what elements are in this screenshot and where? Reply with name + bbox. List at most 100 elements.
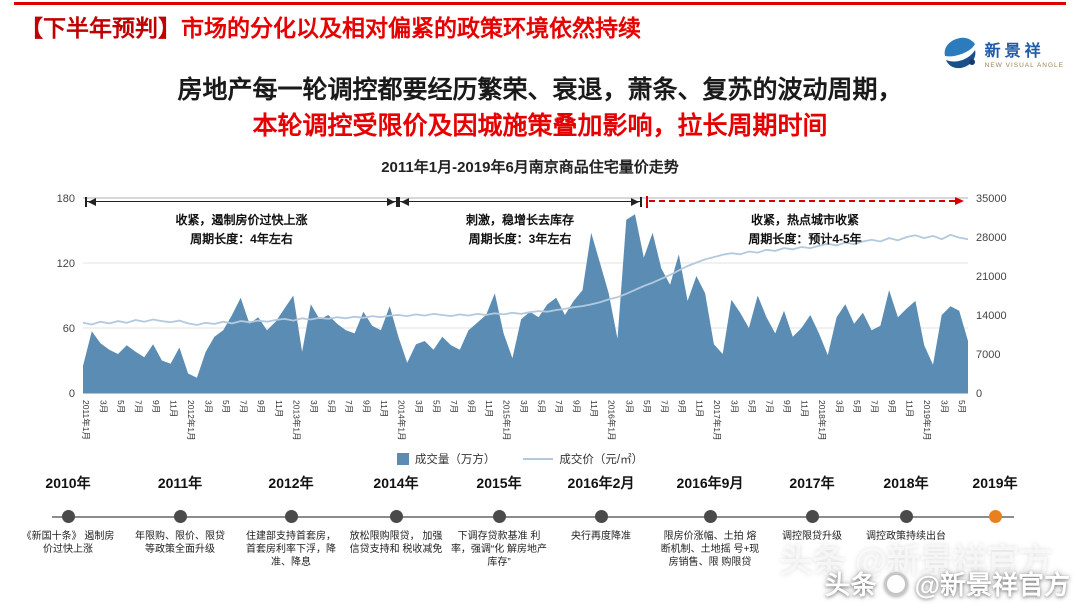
timeline-axis <box>52 516 1014 518</box>
svg-text:5月: 5月 <box>957 400 967 413</box>
svg-text:5月: 5月 <box>747 400 757 413</box>
svg-text:11月: 11月 <box>484 400 494 417</box>
svg-text:7月: 7月 <box>765 400 775 413</box>
svg-text:9月: 9月 <box>467 400 477 413</box>
svg-text:7月: 7月 <box>344 400 354 413</box>
timeline-desc: 下调存贷款基准 利率，强调“化 解房地产库存” <box>450 531 548 568</box>
svg-text:5月: 5月 <box>116 400 126 413</box>
timeline-event: 2010年《新国十条》 遏制房价过快上涨 <box>8 472 128 556</box>
timeline-desc: 调控政策持续出台 <box>866 531 946 542</box>
svg-text:2019年1月: 2019年1月 <box>922 400 932 441</box>
svg-text:5月: 5月 <box>432 400 442 413</box>
annotation-text: 周期长度：3年左右 <box>468 231 572 246</box>
policy-timeline: 2010年《新国十条》 遏制房价过快上涨 2011年 年限购、限价、限贷 等政策全面… <box>0 472 1080 608</box>
timeline-year: 2011年 <box>157 475 203 491</box>
double-arrow-icon <box>85 196 398 208</box>
timeline-desc: 《新国十条》 遏制房价过快上涨 <box>21 531 115 555</box>
svg-text:3月: 3月 <box>835 400 845 413</box>
svg-text:3月: 3月 <box>414 400 424 413</box>
page-title: 市场的分化以及相对偏紧的政策环境依然持续 <box>181 15 641 41</box>
svg-text:180: 180 <box>57 193 75 205</box>
svg-text:5月: 5月 <box>326 400 336 413</box>
watermark-brand: 头条 <box>824 570 877 600</box>
timeline-year: 2010年 <box>45 475 91 491</box>
svg-text:11月: 11月 <box>589 400 599 417</box>
timeline-event: 2011年 年限购、限价、限贷 等政策全面升级 <box>120 472 240 556</box>
timeline-dot-icon <box>988 510 1002 523</box>
main-title-line1: 房地产每一轮调控都要经历繁荣、衰退，萧条、复苏的波动周期， <box>177 76 903 104</box>
svg-text:9月: 9月 <box>361 400 371 413</box>
timeline-year: 2014年 <box>373 475 419 491</box>
svg-text:35000: 35000 <box>976 193 1007 205</box>
svg-text:7000: 7000 <box>976 349 1000 361</box>
annotation-phase2-stimulus: 刺激，稳增长去库存 周期长度：3年左右 <box>398 196 642 248</box>
svg-text:7月: 7月 <box>870 400 880 413</box>
timeline-event: 2012年 住建部支持首套房， 首套房利率下浮，降 准、降息 <box>231 472 351 569</box>
svg-text:9月: 9月 <box>572 400 582 413</box>
svg-text:0: 0 <box>69 388 75 400</box>
svg-text:9月: 9月 <box>677 400 687 413</box>
timeline-desc: 调控限贷升级 <box>782 531 842 542</box>
red-dashed-arrow-icon <box>646 196 964 208</box>
svg-text:9月: 9月 <box>782 400 792 413</box>
top-rule <box>14 2 1066 5</box>
svg-text:3月: 3月 <box>624 400 634 413</box>
timeline-year: 2016年2月 <box>567 475 635 491</box>
price-volume-chart: 0 60 120 180 0 7000 14000 21000 28000 35000 2011年1… <box>57 193 1007 441</box>
watermark: 头条 @新景祥官方 <box>825 565 1070 602</box>
timeline-event: 2014年放松限购限贷， 加强信贷支持和 税收减免 <box>336 472 456 556</box>
timeline-dot-icon <box>61 510 75 523</box>
timeline-desc: 放松限购限贷， 加强信贷支持和 税收减免 <box>349 531 443 555</box>
legend-volume-label: 成交量（万方） <box>414 454 496 466</box>
watermark-handle: @新景祥官方 <box>914 570 1070 600</box>
annotation-phase1-tighten: 收紧，遏制房价过快上涨 周期长度：4年左右 <box>85 196 398 248</box>
timeline-year: 2012年 <box>268 475 314 491</box>
svg-text:5月: 5月 <box>642 400 652 413</box>
chart-legend: 成交量（万方） 成交价（元/㎡） <box>0 451 1040 467</box>
svg-text:14000: 14000 <box>976 310 1007 322</box>
annotation-text: 收紧，遏制房价过快上涨 <box>175 213 308 227</box>
timeline-dot-icon <box>284 510 298 523</box>
svg-text:9月: 9月 <box>887 400 897 413</box>
timeline-year: 2019年 <box>972 475 1018 491</box>
svg-text:11月: 11月 <box>169 400 179 417</box>
svg-text:9月: 9月 <box>256 400 266 413</box>
legend-price: 成交价（元/㎡） <box>523 451 643 467</box>
svg-text:3月: 3月 <box>309 400 319 413</box>
main-title-line2: 本轮调控受限价及因城施策叠加影响，拉长周期时间 <box>252 112 828 140</box>
svg-text:7月: 7月 <box>239 400 249 413</box>
svg-text:60: 60 <box>63 323 75 335</box>
header-tag: 【下半年预判】 <box>20 15 181 41</box>
svg-text:5月: 5月 <box>537 400 547 413</box>
svg-text:3月: 3月 <box>519 400 529 413</box>
company-logo: 新景祥 NEW VISUAL ANGLE <box>941 36 1064 70</box>
svg-text:0: 0 <box>976 388 982 400</box>
svg-text:9月: 9月 <box>151 400 161 413</box>
svg-text:5月: 5月 <box>852 400 862 413</box>
chart-title: 2011年1月-2019年6月南京商品住宅量价走势 <box>381 159 679 176</box>
svg-text:2017年1月: 2017年1月 <box>712 400 722 441</box>
svg-text:2015年1月: 2015年1月 <box>502 400 512 441</box>
svg-text:11月: 11月 <box>800 400 810 417</box>
svg-text:2014年1月: 2014年1月 <box>396 400 406 441</box>
svg-text:2013年1月: 2013年1月 <box>291 400 301 441</box>
timeline-event: 2016年9月 限房价涨幅、土拍 熔断机制、土地摇 号+现房销售、限 购限贷 <box>650 472 770 569</box>
svg-text:5月: 5月 <box>221 400 231 413</box>
page-header: 【下半年预判】市场的分化以及相对偏紧的政策环境依然持续 <box>20 9 641 43</box>
timeline-dot-icon <box>389 510 403 523</box>
svg-text:2018年1月: 2018年1月 <box>817 400 827 441</box>
svg-text:28000: 28000 <box>976 232 1007 244</box>
annotation-phase3-tighten: 收紧，热点城市收紧 周期长度：预计4-5年 <box>646 196 964 248</box>
timeline-dot-icon <box>492 510 506 523</box>
timeline-event: 2019年 <box>935 472 1055 530</box>
svg-text:3月: 3月 <box>729 400 739 413</box>
svg-text:7月: 7月 <box>134 400 144 413</box>
timeline-desc: 央行再度降准 <box>571 531 631 542</box>
svg-text:21000: 21000 <box>976 271 1007 283</box>
timeline-dot-icon <box>899 510 913 523</box>
timeline-dot-icon <box>805 510 819 523</box>
timeline-dot-icon <box>173 510 187 523</box>
legend-price-label: 成交价（元/㎡） <box>559 454 644 466</box>
svg-text:11月: 11月 <box>905 400 915 417</box>
